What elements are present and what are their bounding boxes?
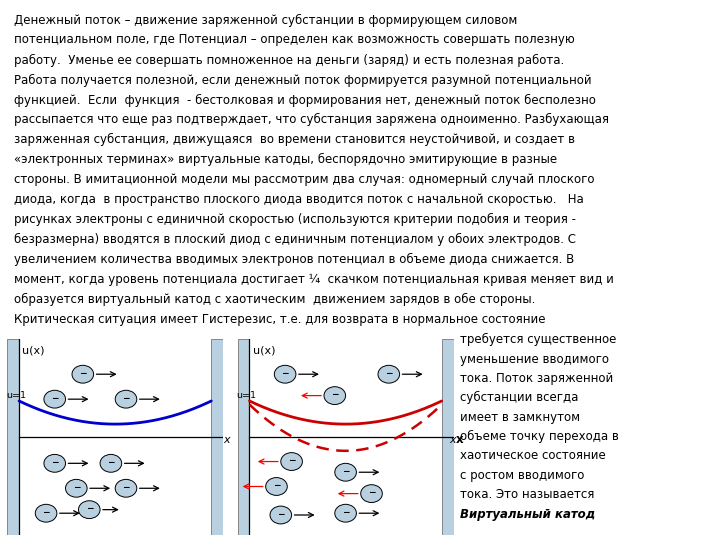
Circle shape bbox=[274, 365, 296, 383]
Text: x: x bbox=[223, 435, 230, 445]
Text: потенциальном поле, где Потенциал – определен как возможность совершать полезную: потенциальном поле, где Потенциал – опре… bbox=[14, 33, 575, 46]
Text: Виртуальный катод: Виртуальный катод bbox=[460, 508, 595, 521]
Text: u=1: u=1 bbox=[236, 391, 256, 400]
Circle shape bbox=[281, 453, 302, 470]
Text: Критическая ситуация имеет Гистерезис, т.е. для возврата в нормальное состояние: Критическая ситуация имеет Гистерезис, т… bbox=[14, 313, 546, 326]
Circle shape bbox=[115, 390, 137, 408]
Text: −: − bbox=[277, 510, 284, 518]
Bar bbox=[442, 339, 454, 535]
Circle shape bbox=[361, 485, 382, 503]
Text: −: − bbox=[73, 483, 80, 492]
Text: −: − bbox=[122, 483, 130, 492]
Circle shape bbox=[378, 365, 400, 383]
Circle shape bbox=[324, 387, 346, 404]
Text: x: x bbox=[456, 433, 464, 446]
Text: рассыпается что еще раз подтверждает, что субстанция заряжена одноименно. Разбух: рассыпается что еще раз подтверждает, чт… bbox=[14, 113, 609, 126]
Text: −: − bbox=[331, 390, 338, 399]
Text: −: − bbox=[342, 508, 349, 517]
Text: −: − bbox=[51, 394, 58, 403]
Text: −: − bbox=[273, 481, 280, 490]
Circle shape bbox=[44, 455, 66, 472]
Text: «электронных терминах» виртуальные катоды, беспорядочно эмитирующие в разные: «электронных терминах» виртуальные катод… bbox=[14, 153, 557, 166]
Bar bbox=[212, 339, 223, 535]
Circle shape bbox=[270, 506, 292, 524]
Text: момент, когда уровень потенциала достигает ¼  скачком потенциальная кривая меняе: момент, когда уровень потенциала достига… bbox=[14, 273, 614, 286]
Text: тока. Поток заряженной: тока. Поток заряженной bbox=[460, 372, 613, 385]
Text: −: − bbox=[107, 458, 114, 467]
Circle shape bbox=[72, 365, 94, 383]
Text: u(x): u(x) bbox=[253, 346, 275, 356]
Text: u=1: u=1 bbox=[6, 391, 26, 400]
Text: с ростом вводимого: с ростом вводимого bbox=[460, 469, 584, 482]
Text: тока. Это называется: тока. Это называется bbox=[460, 488, 594, 501]
Text: −: − bbox=[122, 394, 130, 403]
Circle shape bbox=[78, 501, 100, 518]
Text: субстанции всегда: субстанции всегда bbox=[460, 392, 578, 404]
Circle shape bbox=[266, 477, 287, 495]
Text: функцией.  Если  функция  - бестолковая и формирования нет, денежный поток беспо: функцией. Если функция - бестолковая и ф… bbox=[14, 93, 596, 106]
Text: работу.  Уменье ее совершать помноженное на деньги (заряд) и есть полезная работ: работу. Уменье ее совершать помноженное … bbox=[14, 53, 564, 66]
Text: уменьшение вводимого: уменьшение вводимого bbox=[460, 353, 609, 366]
Text: диода, когда  в пространство плоского диода вводится поток с начальной скоростью: диода, когда в пространство плоского дио… bbox=[14, 193, 584, 206]
Circle shape bbox=[335, 504, 356, 522]
Text: рисунках электроны с единичной скоростью (используются критерии подобия и теория: рисунках электроны с единичной скоростью… bbox=[14, 213, 576, 226]
Bar bbox=[238, 339, 250, 535]
Text: −: − bbox=[368, 488, 375, 497]
Text: −: − bbox=[342, 467, 349, 476]
Circle shape bbox=[66, 480, 87, 497]
Text: объеме точку перехода в: объеме точку перехода в bbox=[460, 430, 618, 443]
Text: заряженная субстанция, движущаяся  во времени становится неустойчивой, и создает: заряженная субстанция, движущаяся во вре… bbox=[14, 133, 575, 146]
Circle shape bbox=[335, 463, 356, 481]
Text: стороны. В имитационной модели мы рассмотрим два случая: одномерный случай плоск: стороны. В имитационной модели мы рассмо… bbox=[14, 173, 595, 186]
Circle shape bbox=[35, 504, 57, 522]
Text: увеличением количества вводимых электронов потенциал в объеме диода снижается. В: увеличением количества вводимых электрон… bbox=[14, 253, 575, 266]
Text: образуется виртуальный катод с хаотическим  движением зарядов в обе стороны.: образуется виртуальный катод с хаотическ… bbox=[14, 293, 536, 306]
Text: −: − bbox=[288, 456, 295, 465]
Bar bbox=[7, 339, 19, 535]
Text: хаотическое состояние: хаотическое состояние bbox=[460, 449, 606, 462]
Text: x: x bbox=[449, 435, 456, 445]
Circle shape bbox=[44, 390, 66, 408]
Circle shape bbox=[100, 455, 122, 472]
Text: Работа получается полезной, если денежный поток формируется разумной потенциальн: Работа получается полезной, если денежны… bbox=[14, 73, 592, 86]
Text: −: − bbox=[282, 369, 289, 378]
Circle shape bbox=[115, 480, 137, 497]
Text: −: − bbox=[79, 369, 86, 378]
Text: безразмерна) вводятся в плоский диод с единичным потенциалом у обоих электродов.: безразмерна) вводятся в плоский диод с е… bbox=[14, 233, 576, 246]
Text: −: − bbox=[385, 369, 392, 378]
Text: требуется существенное: требуется существенное bbox=[460, 333, 616, 346]
Text: имеет в замкнутом: имеет в замкнутом bbox=[460, 411, 580, 424]
Text: u(x): u(x) bbox=[22, 346, 45, 356]
Text: Денежный поток – движение заряженной субстанции в формирующем силовом: Денежный поток – движение заряженной суб… bbox=[14, 14, 518, 26]
Text: −: − bbox=[42, 508, 50, 517]
Text: −: − bbox=[86, 504, 93, 513]
Text: −: − bbox=[51, 458, 58, 467]
